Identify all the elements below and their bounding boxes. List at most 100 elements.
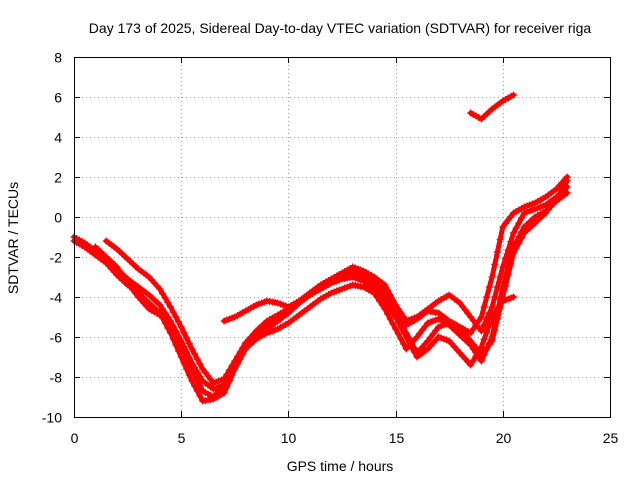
data-point xyxy=(158,290,166,297)
data-point xyxy=(515,239,523,247)
data-point xyxy=(116,267,124,275)
data-point xyxy=(501,282,509,290)
data-point xyxy=(384,310,392,318)
data-point xyxy=(239,346,247,353)
data-point xyxy=(193,355,201,363)
data-point xyxy=(384,298,392,306)
y-tick-label: -2 xyxy=(50,250,63,266)
data-point xyxy=(512,244,520,252)
data-point xyxy=(228,365,236,372)
data-point xyxy=(175,336,183,344)
data-point xyxy=(477,313,485,321)
data-point xyxy=(389,320,397,328)
data-point xyxy=(220,381,228,389)
y-tick-label: 8 xyxy=(54,50,62,66)
data-point xyxy=(394,305,402,313)
data-point xyxy=(180,329,188,336)
y-tick-label: -6 xyxy=(50,330,63,346)
data-point xyxy=(185,340,193,347)
data-point xyxy=(475,348,483,355)
data-point xyxy=(392,313,400,321)
data-point xyxy=(483,293,491,301)
data-point xyxy=(493,248,501,256)
data-point xyxy=(172,313,180,321)
data-point xyxy=(397,335,405,343)
y-tick-label: -4 xyxy=(50,290,63,306)
data-point xyxy=(172,331,180,339)
data-point xyxy=(121,275,129,283)
data-point xyxy=(469,357,477,364)
data-point xyxy=(480,336,488,343)
data-point xyxy=(507,238,515,245)
data-point xyxy=(480,321,488,329)
series-track-5 xyxy=(220,183,571,335)
data-point xyxy=(563,177,571,185)
y-tick-label: 0 xyxy=(54,210,62,226)
chart-title: Day 173 of 2025, Sidereal Day-to-day VTE… xyxy=(89,20,592,36)
data-point xyxy=(175,318,183,326)
data-point xyxy=(477,357,485,365)
data-point xyxy=(183,353,191,361)
data-point xyxy=(188,345,196,353)
y-tick-label: -8 xyxy=(50,370,63,386)
data-point xyxy=(397,309,405,317)
data-point xyxy=(400,313,408,321)
y-tick-label: 4 xyxy=(54,130,62,146)
data-point xyxy=(386,303,394,311)
data-point xyxy=(177,341,185,349)
data-point xyxy=(392,325,400,333)
x-axis-title: GPS time / hours xyxy=(287,458,394,474)
data-point xyxy=(483,328,491,336)
data-point xyxy=(183,334,191,342)
x-tick-label: 5 xyxy=(178,430,186,446)
data-point xyxy=(518,234,526,242)
data-point xyxy=(488,273,496,281)
x-tick-label: 15 xyxy=(389,430,405,446)
data-point xyxy=(196,382,204,389)
data-point xyxy=(467,329,475,337)
data-point xyxy=(384,286,392,294)
data-point xyxy=(233,355,241,362)
data-point xyxy=(488,303,496,311)
data-point xyxy=(376,297,384,305)
data-point xyxy=(496,301,504,309)
data-point xyxy=(166,321,174,329)
data-point xyxy=(118,271,126,279)
x-tick-label: 20 xyxy=(496,430,512,446)
data-point xyxy=(485,283,493,291)
x-tick-label: 10 xyxy=(281,430,297,446)
data-point xyxy=(156,285,164,293)
data-point xyxy=(491,326,499,334)
data-point xyxy=(491,261,499,268)
y-tick-label: 6 xyxy=(54,90,62,106)
data-point xyxy=(370,289,378,297)
data-point xyxy=(518,214,526,222)
data-point xyxy=(196,360,204,368)
x-tick-label: 25 xyxy=(603,430,619,446)
data-point xyxy=(389,296,397,304)
data-point xyxy=(161,294,169,302)
data-point xyxy=(477,327,485,335)
data-point xyxy=(512,224,520,232)
data-point xyxy=(507,260,515,268)
data-point xyxy=(373,293,381,301)
data-point xyxy=(188,377,196,385)
data-point xyxy=(180,347,188,355)
data-point xyxy=(231,359,239,367)
data-point xyxy=(225,370,233,378)
data-point xyxy=(164,299,172,306)
data-point xyxy=(493,283,501,291)
data-point xyxy=(563,183,571,191)
data-point xyxy=(196,392,204,400)
data-point xyxy=(392,301,400,309)
data-point xyxy=(378,301,386,309)
data-point xyxy=(185,359,193,367)
y-tick-label: 2 xyxy=(54,170,62,186)
data-point xyxy=(400,340,408,348)
data-point xyxy=(169,326,177,334)
data-point xyxy=(381,293,389,301)
data-point xyxy=(381,305,389,313)
y-tick-label: -10 xyxy=(42,410,62,426)
